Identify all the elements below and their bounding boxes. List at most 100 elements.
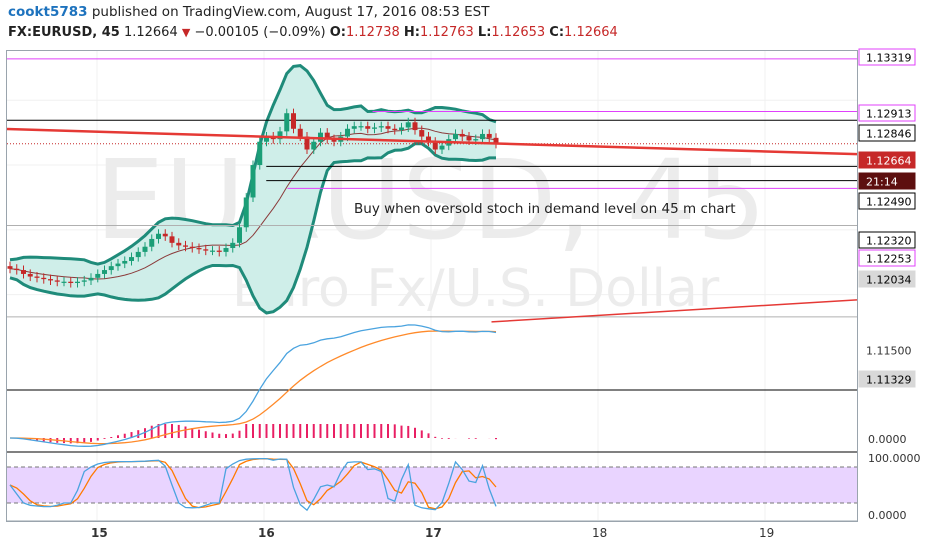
price-label: 1.12490: [866, 196, 912, 209]
price-label-box: [858, 151, 916, 169]
price-label: 21:14: [866, 176, 898, 189]
candle-body: [54, 280, 60, 282]
candle-body: [264, 136, 269, 142]
close-value: 1.12664: [564, 25, 618, 40]
candle-body: [243, 197, 249, 228]
candle-body: [297, 128, 303, 137]
candle-body: [189, 246, 195, 249]
candle-body: [345, 128, 350, 137]
candle-body: [135, 251, 141, 258]
candle-body: [7, 266, 13, 269]
down-arrow-icon: ▼: [181, 26, 191, 39]
candle-body: [108, 266, 114, 271]
time-tick-label: 18: [592, 526, 607, 540]
time-axis: 15 16 17 18 19: [7, 520, 857, 540]
candle-body: [486, 133, 492, 138]
high-label: H:: [403, 25, 420, 40]
price-label: 1.12320: [866, 235, 912, 248]
candle-body: [405, 122, 411, 128]
candle-body: [156, 233, 161, 239]
candle-body: [459, 133, 465, 137]
price-label: 1.12664: [866, 155, 912, 168]
low-value: 1.12653: [491, 25, 546, 40]
candle-body: [203, 249, 209, 251]
candle-body: [196, 248, 202, 250]
candle-body: [27, 273, 33, 277]
candle-body: [331, 139, 337, 142]
time-tick-label: 17: [425, 526, 442, 540]
time-tick-label: 16: [258, 526, 275, 540]
candle-body: [250, 165, 256, 198]
candle-body: [291, 113, 296, 129]
macd-zero-label: 0.0000: [868, 433, 907, 446]
candle-body: [392, 128, 398, 131]
price-label-box: [858, 104, 916, 122]
price-label: 1.12913: [866, 108, 912, 121]
macd-signal-line: [10, 330, 497, 445]
candle-body: [426, 136, 431, 142]
symbol-interval: FX:EURUSD, 45: [8, 25, 120, 40]
price-label-box: [858, 172, 916, 190]
candle-body: [34, 276, 40, 278]
price-label-box: [858, 124, 916, 142]
candle-body: [102, 270, 107, 274]
price-label: 1.11329: [866, 374, 912, 387]
price-label-box: [858, 370, 916, 388]
time-tick-label: 15: [91, 526, 108, 540]
candle-body: [304, 136, 310, 150]
candle-body: [230, 242, 236, 249]
stoch-100-label: 100.0000: [868, 452, 921, 465]
candle-body: [365, 126, 371, 129]
candle-body: [237, 227, 242, 243]
username-link[interactable]: cookt5783: [8, 4, 88, 20]
candle-body: [378, 126, 384, 128]
candle-body: [480, 133, 485, 140]
candle-body: [162, 233, 168, 237]
open-value: 1.12738: [346, 25, 400, 40]
price-label: 1.11500: [866, 345, 912, 358]
candle-body: [210, 250, 215, 252]
high-value: 1.12763: [420, 25, 474, 40]
candle-body: [223, 248, 229, 252]
candle-body: [41, 277, 47, 280]
candle-body: [419, 130, 425, 137]
price-label: 1.12034: [866, 274, 912, 287]
candle-body: [432, 141, 438, 150]
candle-body: [95, 273, 101, 278]
stoch-0-label: 0.0000: [868, 509, 907, 522]
publish-line: cookt5783 published on TradingView.com, …: [8, 4, 489, 20]
candle-body: [142, 246, 148, 252]
trend-line-0: [6, 127, 858, 156]
macd-pane: [9, 324, 497, 447]
candle-body: [372, 127, 377, 129]
stochastic-pane: [7, 457, 857, 512]
watermark-description: Euro Fx/U.S. Dollar: [232, 259, 720, 319]
candle-body: [358, 126, 364, 128]
candle-body: [149, 238, 155, 247]
stoch-d-line: [9, 458, 497, 510]
stoch-k-line: [9, 457, 497, 512]
candle-body: [122, 260, 128, 264]
annotation: Buy when oversold stoch in demand level …: [354, 201, 736, 217]
stoch-band-fill: [7, 467, 857, 503]
annotation-text: Buy when oversold stoch in demand level …: [354, 201, 736, 217]
trend-line-1: [491, 299, 858, 323]
candle-body: [257, 141, 263, 166]
candle-body: [61, 281, 67, 283]
candle-body: [115, 263, 121, 267]
candle-body: [176, 242, 182, 246]
price-label-box: [858, 192, 916, 210]
candle-body: [284, 113, 290, 132]
candle-body: [385, 126, 391, 129]
candle-body: [439, 145, 445, 150]
macd-line: [9, 324, 497, 447]
candle-body: [466, 136, 472, 141]
time-tick-label: 19: [759, 526, 774, 540]
price-label-box: [858, 270, 916, 288]
trend-lines: [6, 127, 858, 323]
price-label-box: [858, 249, 916, 267]
price-label: 1.12846: [866, 128, 912, 141]
candle-body: [493, 137, 499, 144]
